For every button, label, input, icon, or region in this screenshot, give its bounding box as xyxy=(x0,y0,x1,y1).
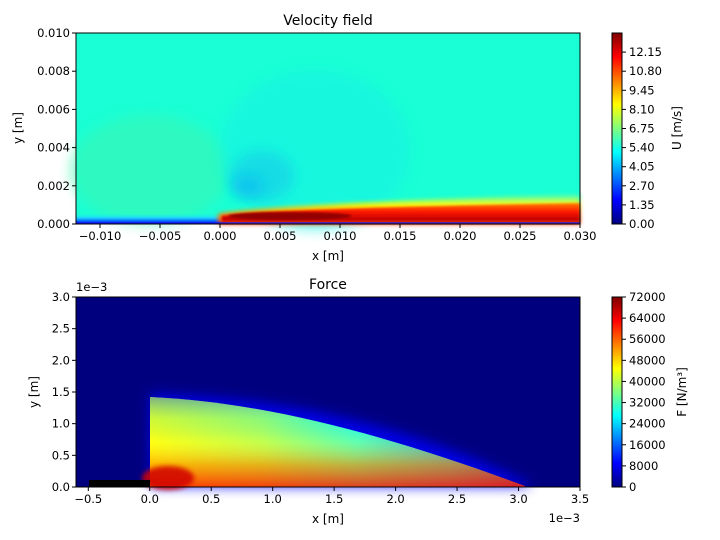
velocity-colorbar-tick-label: 8.10 xyxy=(629,102,655,116)
velocity-colorbar-ticks: 0.00 1.35 2.70 4.05 5.40 6.75 8.10 9.45 10.80 12.… xyxy=(622,45,662,231)
velocity-x-tick-label: 0.020 xyxy=(444,229,477,243)
force-colorbar-tick-label: 16000 xyxy=(629,438,666,452)
velocity-colorbar-tick-label: 5.40 xyxy=(629,141,655,155)
force-ylabel: y [m] xyxy=(27,376,41,408)
velocity-colorbar-tick-label: 1.35 xyxy=(629,198,655,212)
force-x-tick-label: 1.0 xyxy=(264,492,282,506)
velocity-x-tick-label: 0.005 xyxy=(264,229,297,243)
velocity-recirculation-core xyxy=(232,175,264,197)
velocity-axes-frame xyxy=(75,32,581,225)
velocity-x-tick-label: 0.000 xyxy=(204,229,237,243)
velocity-colorbar-tick-label: 4.05 xyxy=(629,160,655,174)
force-x-tick-label: 0.0 xyxy=(141,492,159,506)
velocity-upstream-lobe xyxy=(70,115,230,225)
force-colorbar-tick-label: 56000 xyxy=(629,332,666,346)
force-colorbar-tick-label: 48000 xyxy=(629,353,666,367)
force-y-tick-label: 1.5 xyxy=(52,385,70,399)
velocity-x-tick-label: 0.010 xyxy=(324,229,357,243)
velocity-xlabel: x [m] xyxy=(312,249,344,263)
force-y-ticks: 0.0 0.5 1.0 1.5 2.0 2.5 3.0 xyxy=(52,290,76,494)
velocity-colorbar-tick-label: 2.70 xyxy=(629,179,655,193)
force-colorbar-tick-label: 24000 xyxy=(629,417,666,431)
force-colorbar-bar xyxy=(612,297,622,487)
velocity-y-tick-label: 0.010 xyxy=(37,26,70,40)
force-colorbar-tick-label: 8000 xyxy=(629,459,658,473)
velocity-jet-peak xyxy=(228,212,352,220)
force-chart: Force −0.5 0.0 0.5 1.0 1.5 2.0 2.5 3.0 3.5 0.00.… xyxy=(27,277,689,526)
velocity-colorbar: 0.00 1.35 2.70 4.05 5.40 6.75 8.10 9.45 10.80 12.… xyxy=(611,32,684,231)
force-colorbar-tick-label: 0 xyxy=(629,480,636,494)
force-x-tick-label: 3.5 xyxy=(571,492,589,506)
velocity-colorbar-tick-label: 10.80 xyxy=(629,64,662,78)
force-x-scale-label: 1e−3 xyxy=(549,511,580,525)
force-y-tick-label: 2.0 xyxy=(52,353,70,367)
force-x-tick-label: 0.5 xyxy=(202,492,220,506)
velocity-y-tick-label: 0.000 xyxy=(37,217,70,231)
velocity-x-tick-label: −0.010 xyxy=(79,229,122,243)
force-title: Force xyxy=(309,277,347,293)
force-xlabel: x [m] xyxy=(312,512,344,526)
force-y-tick-label: 3.0 xyxy=(52,290,70,304)
electrode xyxy=(89,480,150,487)
force-y-tick-label: 0.5 xyxy=(52,448,70,462)
velocity-x-tick-label: 0.025 xyxy=(504,229,537,243)
force-x-tick-label: 1.5 xyxy=(325,492,343,506)
velocity-colorbar-bar xyxy=(612,33,622,224)
force-colorbar-tick-label: 32000 xyxy=(629,396,666,410)
velocity-title: Velocity field xyxy=(283,13,373,29)
force-x-tick-label: −0.5 xyxy=(74,492,102,506)
velocity-colorbar-tick-label: 9.45 xyxy=(629,83,655,97)
velocity-x-ticks: −0.010 −0.005 0.000 0.005 0.010 0.015 0.020 0.0… xyxy=(79,224,597,243)
velocity-wall-edge xyxy=(76,222,580,224)
force-y-tick-label: 0.0 xyxy=(52,480,70,494)
force-colorbar: 0 8000 16000 24000 32000 40000 48000 56000 64000… xyxy=(611,290,689,494)
velocity-plot-area xyxy=(70,32,581,230)
force-x-tick-label: 2.0 xyxy=(386,492,404,506)
velocity-ylabel: y [m] xyxy=(11,112,25,144)
velocity-x-tick-label: 0.015 xyxy=(384,229,417,243)
force-x-tick-label: 2.5 xyxy=(448,492,466,506)
force-y-scale-label: 1e−3 xyxy=(76,280,107,294)
force-colorbar-frame xyxy=(611,296,623,488)
velocity-x-tick-label: 0.030 xyxy=(564,229,597,243)
velocity-y-tick-label: 0.004 xyxy=(37,141,70,155)
force-x-tick-label: 3.0 xyxy=(509,492,527,506)
force-y-tick-label: 2.5 xyxy=(52,322,70,336)
velocity-colorbar-tick-label: 0.00 xyxy=(629,217,655,231)
velocity-colorbar-tick-label: 6.75 xyxy=(629,122,655,136)
force-plot-area xyxy=(75,296,581,490)
force-colorbar-tick-label: 64000 xyxy=(629,311,666,325)
velocity-y-tick-label: 0.002 xyxy=(37,179,70,193)
force-y-tick-label: 1.0 xyxy=(52,417,70,431)
velocity-field-features xyxy=(70,70,580,230)
force-region-vertical xyxy=(150,397,525,487)
velocity-chart: Velocity field −0.010 −0.005 0.000 0.005 0.0… xyxy=(11,13,684,263)
velocity-y-tick-label: 0.008 xyxy=(37,64,70,78)
velocity-x-tick-label: −0.005 xyxy=(139,229,182,243)
force-peak xyxy=(142,466,194,490)
force-colorbar-ticks: 0 8000 16000 24000 32000 40000 48000 56000 64000… xyxy=(622,290,666,494)
force-field-features xyxy=(89,394,530,490)
velocity-colorbar-label: U [m/s] xyxy=(670,106,684,150)
force-colorbar-tick-label: 72000 xyxy=(629,290,666,304)
velocity-wall-low-band xyxy=(76,213,226,224)
velocity-y-ticks: 0.000 0.002 0.004 0.006 0.008 0.010 xyxy=(37,26,76,231)
force-colorbar-tick-label: 40000 xyxy=(629,374,666,388)
velocity-colorbar-tick-label: 12.15 xyxy=(629,45,662,59)
force-colorbar-label: F [N/m³] xyxy=(675,367,689,417)
force-x-ticks: −0.5 0.0 0.5 1.0 1.5 2.0 2.5 3.0 3.5 xyxy=(74,487,589,506)
velocity-y-tick-label: 0.006 xyxy=(37,102,70,116)
